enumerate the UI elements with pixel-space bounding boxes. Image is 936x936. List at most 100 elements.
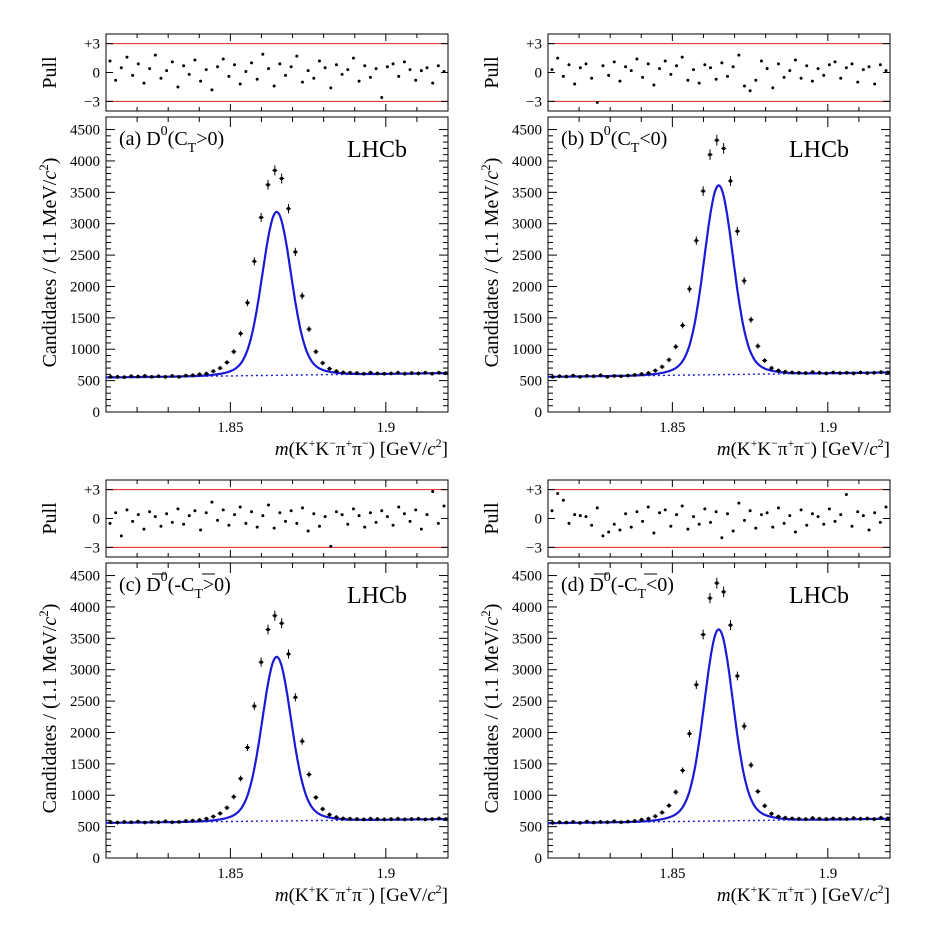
data-point-marker <box>708 153 712 157</box>
data-point-marker <box>646 817 650 821</box>
data-point <box>878 815 884 820</box>
data-point <box>803 817 809 822</box>
data-point <box>320 806 326 812</box>
fit-curve <box>106 210 448 379</box>
data-point-marker <box>348 817 352 821</box>
data-point-marker <box>239 332 243 336</box>
pull-point <box>148 67 152 71</box>
pull-point <box>861 514 865 518</box>
pull-point <box>839 76 843 80</box>
data-point-marker <box>389 817 393 821</box>
data-point-marker <box>232 350 236 354</box>
data-point <box>238 775 244 782</box>
data-point-marker <box>143 374 147 378</box>
pull-point <box>250 61 254 65</box>
data-point-marker <box>191 819 195 823</box>
pull-point <box>402 512 406 516</box>
data-point <box>409 371 415 376</box>
pull-point <box>227 74 231 78</box>
ytick-label: 0 <box>535 851 543 867</box>
data-point <box>244 744 250 751</box>
data-point <box>340 816 346 821</box>
data-point <box>782 815 788 820</box>
panel-a: +3 0 −3 Pull 0 500 1000 1500 2000 2500 3000 3500 400… <box>36 33 449 460</box>
pull-point <box>607 530 611 534</box>
data-point <box>286 649 292 659</box>
pull-point <box>573 82 577 86</box>
xtick-label: 1.85 <box>659 866 685 882</box>
data-point <box>313 794 319 800</box>
pull-ytick-label: −3 <box>526 540 542 556</box>
pull-point <box>641 75 645 79</box>
data-point-marker <box>416 817 420 821</box>
data-point <box>224 360 230 365</box>
ytick-label: 3500 <box>70 185 100 201</box>
pull-point <box>391 62 395 66</box>
pull-point <box>380 509 384 513</box>
main-frame <box>105 562 449 859</box>
fit-curve <box>547 184 890 378</box>
pull-point <box>720 61 724 65</box>
data-point <box>361 371 367 376</box>
data-point <box>652 814 658 819</box>
data-point-marker <box>266 183 270 187</box>
pull-point <box>114 78 118 82</box>
data-point <box>244 299 250 307</box>
data-point-marker <box>742 279 746 283</box>
data-point <box>286 203 292 214</box>
pull-frame <box>105 33 449 112</box>
pull-point <box>340 513 344 517</box>
data-point-marker <box>811 816 815 820</box>
data-point <box>265 624 271 635</box>
ytick-label: 0 <box>535 405 543 421</box>
ytick-label: 2000 <box>512 725 542 741</box>
pull-point <box>136 513 140 517</box>
data-point <box>789 816 795 821</box>
data-point-marker <box>571 374 575 378</box>
pull-point <box>550 68 554 72</box>
data-point <box>128 820 134 825</box>
data-point-marker <box>564 375 568 379</box>
data-point <box>686 285 692 293</box>
data-point-marker <box>776 369 780 373</box>
data-point <box>436 370 442 375</box>
data-point <box>570 819 576 824</box>
data-point <box>857 816 863 821</box>
data-point-marker <box>797 817 801 821</box>
data-point-marker <box>355 371 359 375</box>
pull-point <box>278 511 282 515</box>
pull-point <box>408 519 412 523</box>
data-point <box>680 767 686 774</box>
lhcb-label: LHCb <box>789 583 849 609</box>
pull-point <box>692 515 696 519</box>
data-point <box>265 179 271 190</box>
data-point-marker <box>170 374 174 378</box>
pull-point <box>601 64 605 68</box>
pull-point <box>142 81 146 85</box>
pull-point <box>436 64 440 68</box>
data-point <box>333 369 339 374</box>
data-point-marker <box>681 323 685 327</box>
pull-point <box>402 60 406 64</box>
pull-axis-label: Pull <box>39 502 61 535</box>
pull-point <box>272 84 276 88</box>
data-point <box>728 176 734 186</box>
data-point <box>591 374 597 379</box>
data-point-marker <box>328 813 332 817</box>
pull-point <box>771 525 775 529</box>
data-point <box>625 819 631 824</box>
data-point <box>741 722 747 730</box>
pull-point <box>816 515 820 519</box>
ytick-label: 2500 <box>512 694 542 710</box>
pull-point <box>323 66 327 70</box>
data-point <box>381 371 387 376</box>
data-point-marker <box>184 374 188 378</box>
data-point <box>176 374 182 379</box>
pull-point <box>652 83 656 87</box>
data-point-marker <box>225 360 229 364</box>
data-point <box>775 814 781 819</box>
pull-point <box>742 518 746 522</box>
data-point-marker <box>770 812 774 816</box>
data-point <box>639 372 645 377</box>
ytick-label: 2500 <box>70 694 100 710</box>
